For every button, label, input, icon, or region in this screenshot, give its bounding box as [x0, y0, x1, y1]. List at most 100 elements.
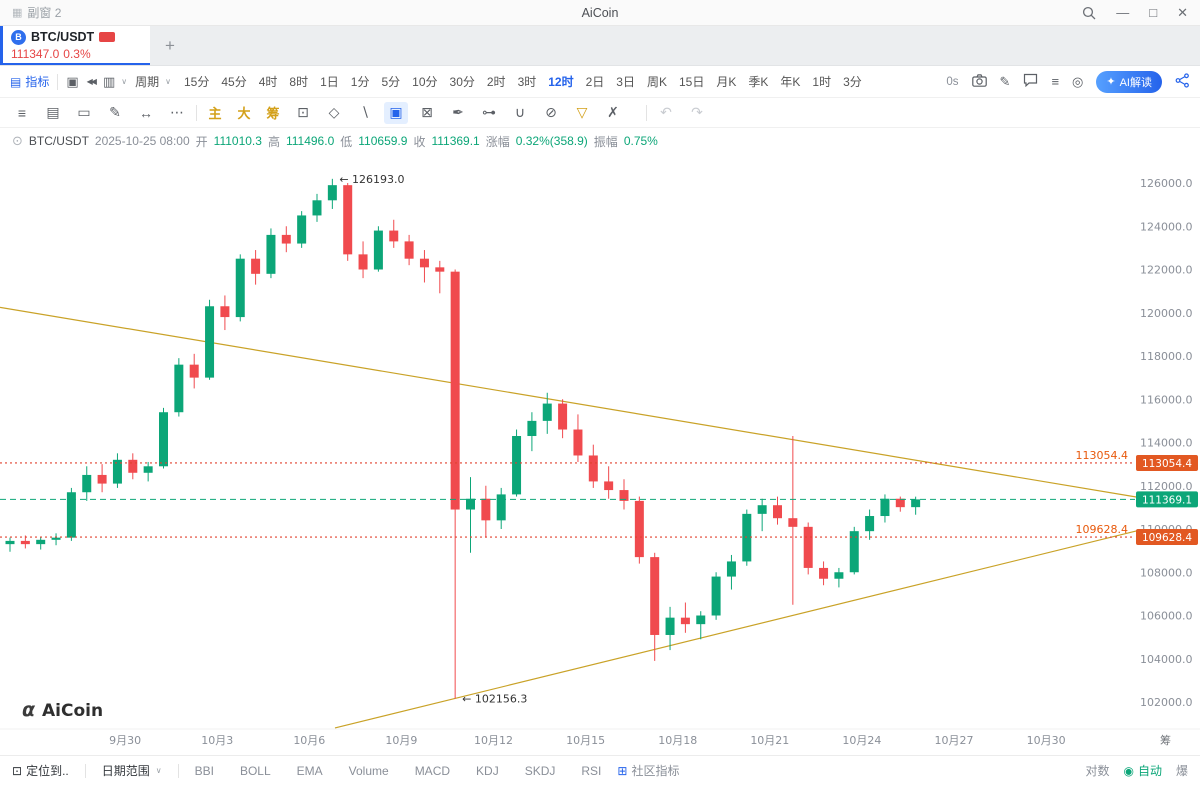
period-dropdown[interactable]: 周期 ∨ [135, 75, 171, 89]
close-button[interactable]: ✕ [1177, 5, 1188, 20]
hide-drawings-icon[interactable]: ⊘ [545, 104, 557, 120]
timeframe-月K[interactable]: 月K [711, 71, 741, 92]
price-level-badge[interactable] [1136, 454, 1198, 471]
layout-icon[interactable]: ▣ [66, 73, 79, 89]
radar-icon[interactable]: ◎ [1072, 73, 1084, 89]
annotate-pencil-icon[interactable]: ✎ [999, 73, 1011, 89]
locate-button[interactable]: ⊡ 定位到.. [12, 763, 69, 779]
indicator-RSI[interactable]: RSI [581, 763, 602, 778]
current-price-badge[interactable] [1136, 491, 1198, 508]
pencil-tool-icon[interactable]: ✎ [109, 104, 121, 120]
timeframe-5分[interactable]: 5分 [376, 71, 405, 92]
quick-main-button[interactable]: 主 [208, 106, 222, 121]
trendline-1[interactable] [0, 306, 1141, 499]
chart-canvas[interactable]: 126000.0 124000.0 122000.0 120000.0 118000.0… [0, 154, 1200, 755]
undo-icon[interactable]: ↶ [660, 104, 672, 120]
chip-distribution-toggle[interactable]: 筹 [1160, 733, 1171, 747]
price-level-badge[interactable] [1136, 529, 1198, 546]
share-icon[interactable] [1175, 72, 1190, 91]
indicator-lines-icon[interactable]: ≡ [17, 104, 27, 121]
filter-icon[interactable]: ▽ [576, 104, 588, 120]
flag-tool-icon[interactable]: ◇ [328, 104, 340, 120]
tab-btcusdt[interactable]: B BTC/USDT 111347.0 0.3% [0, 26, 150, 65]
timeframe-3分[interactable]: 3分 [838, 71, 867, 92]
quick-large-button[interactable]: 大 [237, 106, 251, 121]
timeframe-3日[interactable]: 3日 [611, 71, 640, 92]
tab-price: 111347.0 0.3% [11, 46, 91, 61]
y-axis-label: 118000.0 [1140, 350, 1193, 363]
y-axis-label: 112000.0 [1140, 480, 1193, 493]
y-axis-label: 124000.0 [1140, 220, 1193, 233]
indicator-BOLL[interactable]: BOLL [239, 763, 271, 778]
timeframe-10分[interactable]: 10分 [407, 71, 442, 92]
liquidation-toggle[interactable]: 爆 [1175, 764, 1188, 778]
divider [646, 104, 647, 121]
close-label: 收 [413, 134, 426, 149]
camera-icon[interactable] [971, 73, 987, 90]
minimize-button[interactable]: — [1116, 5, 1130, 20]
timeframe-2日[interactable]: 2日 [581, 71, 610, 92]
divider [196, 104, 197, 121]
pen-tool-icon[interactable]: ✒ [452, 104, 464, 120]
rectangle-tool-icon[interactable]: ▭ [77, 104, 91, 120]
chart-type-dropdown[interactable]: ▥ ∨ [103, 74, 127, 90]
new-tab-button[interactable]: + [165, 35, 175, 55]
indicator-Volume[interactable]: Volume [348, 763, 389, 778]
log-scale-toggle[interactable]: 对数 [1085, 764, 1110, 778]
coin-icon: B [11, 29, 26, 45]
search-icon[interactable] [1082, 6, 1096, 20]
date-range-dropdown[interactable]: 日期范围 ∨ [101, 764, 162, 778]
magnet-tool-icon[interactable]: ∪ [514, 104, 526, 120]
template-icon[interactable]: ▤ [46, 104, 60, 120]
auto-scale-toggle[interactable]: ◉ 自动 [1123, 763, 1162, 779]
brush-tool-icon[interactable]: ∖ [360, 104, 370, 120]
amplitude-label: 振幅 [593, 134, 618, 149]
maximize-button[interactable]: □ [1149, 5, 1158, 20]
timeframe-周K[interactable]: 周K [642, 71, 672, 92]
indicator-EMA[interactable]: EMA [296, 763, 323, 778]
timeframe-年K[interactable]: 年K [775, 71, 805, 92]
timeframe-1时[interactable]: 1时 [807, 71, 836, 92]
timeframe-8时[interactable]: 8时 [284, 71, 313, 92]
timeframe-30分[interactable]: 30分 [445, 71, 480, 92]
timeframe-1分[interactable]: 1分 [346, 71, 375, 92]
sparkle-icon: ✦ [1106, 76, 1116, 88]
quick-labels: 主大筹 [204, 103, 284, 122]
indicator-button[interactable]: ▤ 指标 [10, 74, 50, 90]
eraser-icon[interactable]: ⊠ [421, 104, 433, 120]
ai-analysis-button[interactable]: ✦ AI解读 [1096, 70, 1162, 93]
x-axis-label: 10月6 [293, 734, 325, 747]
timeframe-3时[interactable]: 3时 [513, 71, 542, 92]
rewind-icon[interactable]: ◀◀ [86, 77, 97, 86]
indicator-BBI[interactable]: BBI [194, 763, 214, 778]
trash-icon[interactable]: ✗ [607, 104, 619, 120]
more-tools-icon[interactable]: ⋯ [170, 104, 184, 120]
timeframe-15日[interactable]: 15日 [674, 71, 709, 92]
redo-icon[interactable]: ↷ [691, 104, 703, 120]
divider [57, 73, 59, 90]
timeframe-2时[interactable]: 2时 [482, 71, 511, 92]
quick-chip-button[interactable]: 筹 [266, 106, 280, 121]
close-value: 111369.1 [431, 134, 480, 148]
timeframe-1日[interactable]: 1日 [315, 71, 344, 92]
list-icon[interactable]: ≡ [1051, 74, 1060, 89]
measure-tool-icon[interactable]: ⊶ [482, 104, 496, 120]
timeframe-12时[interactable]: 12时 [543, 71, 578, 92]
trendline-2[interactable] [334, 529, 1141, 729]
timeframe-季K[interactable]: 季K [743, 71, 773, 92]
indicator-SKDJ[interactable]: SKDJ [524, 763, 556, 778]
text-tool-icon[interactable]: ⊡ [297, 104, 309, 120]
box-select-tool-icon[interactable]: ▣ [384, 101, 408, 124]
chevron-down-icon: ∨ [165, 77, 171, 86]
indicator-KDJ[interactable]: KDJ [476, 763, 499, 778]
horizontal-line-tool-icon[interactable]: ↔ [139, 104, 153, 121]
candlestick-series[interactable] [5, 178, 921, 699]
indicator-MACD[interactable]: MACD [414, 763, 451, 778]
low-annotation: ← 102156.3 [462, 693, 527, 706]
timeframe-4时[interactable]: 4时 [254, 71, 283, 92]
chat-icon[interactable] [1023, 73, 1038, 90]
community-indicators-button[interactable]: ⊞ 社区指标 [617, 763, 680, 779]
timeframe-15分[interactable]: 15分 [179, 71, 214, 92]
timeframe-45分[interactable]: 45分 [216, 71, 251, 92]
